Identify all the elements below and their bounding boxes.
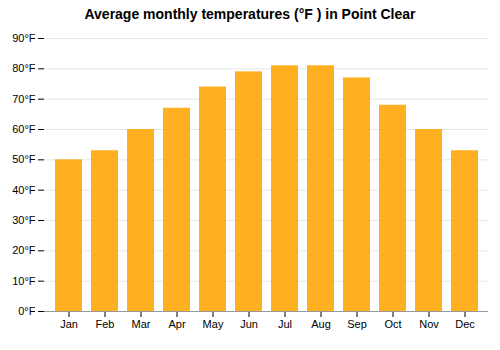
svg-text:Mar: Mar — [132, 318, 151, 330]
svg-text:70°F: 70°F — [12, 93, 36, 105]
svg-text:Nov: Nov — [419, 318, 439, 330]
svg-text:Oct: Oct — [384, 318, 401, 330]
svg-text:60°F: 60°F — [12, 123, 36, 135]
svg-text:0°F: 0°F — [18, 305, 36, 317]
html-text:Average monthly temperatures (: Average monthly temperatures (°F ) in Po… — [84, 6, 416, 22]
svg-text:Sep: Sep — [347, 318, 367, 330]
svg-text:Apr: Apr — [168, 318, 185, 330]
svg-text:Jan: Jan — [60, 318, 78, 330]
svg-text:50°F: 50°F — [12, 153, 36, 165]
svg-text:90°F: 90°F — [12, 32, 36, 44]
svg-text:Aug: Aug — [311, 318, 331, 330]
svg-text:Jun: Jun — [240, 318, 258, 330]
svg-text:Dec: Dec — [455, 318, 475, 330]
svg-text:40°F: 40°F — [12, 184, 36, 196]
svg-text:Jul: Jul — [278, 318, 292, 330]
svg-text:Feb: Feb — [96, 318, 115, 330]
svg-text:30°F: 30°F — [12, 214, 36, 226]
svg-text:80°F: 80°F — [12, 62, 36, 74]
svg-text:May: May — [203, 318, 224, 330]
svg-text:10°F: 10°F — [12, 275, 36, 287]
svg-text:20°F: 20°F — [12, 244, 36, 256]
